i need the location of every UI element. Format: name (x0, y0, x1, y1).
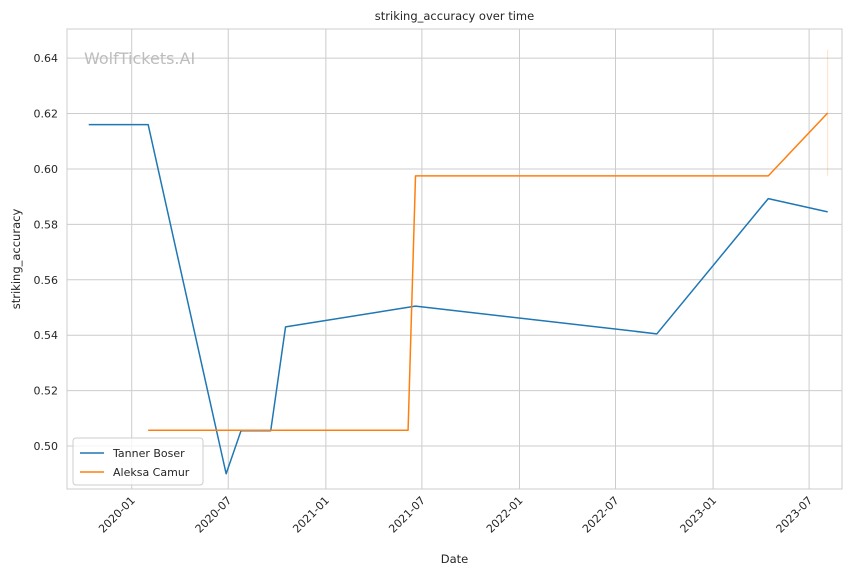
y-tick-label: 0.64 (34, 52, 59, 65)
legend-box (72, 437, 204, 486)
y-tick-label: 0.62 (34, 108, 59, 121)
y-tick-label: 0.56 (34, 274, 59, 287)
y-tick-label: 0.54 (34, 329, 59, 342)
y-axis-label: striking_accuracy (9, 209, 23, 310)
y-tick-labels: 0.50 0.52 0.54 0.56 0.58 0.60 0.62 0.64 (34, 52, 59, 453)
legend-label-aleksa-camur: Aleksa Camur (113, 466, 190, 479)
y-tick-label: 0.58 (34, 218, 59, 231)
chart-title: striking_accuracy over time (375, 9, 534, 23)
legend-label-tanner-boser: Tanner Boser (112, 447, 185, 460)
legend: Tanner Boser Aleksa Camur (72, 437, 204, 486)
series-layer (88, 49, 829, 475)
y-tick-label: 0.52 (34, 385, 59, 398)
watermark: WolfTickets.AI (84, 49, 195, 68)
series-line-tanner-boser (88, 123, 828, 475)
y-tick-label: 0.60 (34, 163, 59, 176)
y-tick-label: 0.50 (34, 440, 59, 453)
x-axis-label: Date (441, 552, 469, 566)
plot-frame (66, 28, 843, 490)
